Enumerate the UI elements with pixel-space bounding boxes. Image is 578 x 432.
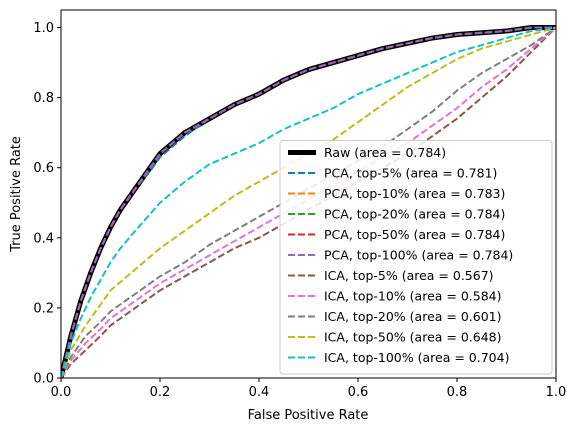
legend-label: PCA, top-20% (area = 0.784) <box>324 207 505 222</box>
series-line-8 <box>61 26 556 378</box>
x-tick-label: 1.0 <box>546 385 567 400</box>
x-tick-label: 0.4 <box>249 385 270 400</box>
y-tick-label: 0.8 <box>33 91 54 106</box>
legend-label: ICA, top-20% (area = 0.601) <box>324 309 502 324</box>
x-tick-label: 0.6 <box>348 385 369 400</box>
x-tick-label: 0.8 <box>447 385 468 400</box>
y-axis-label: True Positive Rate <box>9 136 24 253</box>
y-tick-label: 0.4 <box>33 231 54 246</box>
axes-frame <box>60 9 557 379</box>
y-axis: 0.0 0.2 0.4 0.6 0.8 1.0 <box>33 21 61 387</box>
x-tick-label: 0.0 <box>51 385 72 400</box>
y-tick-label: 0.6 <box>33 161 54 176</box>
legend-label: Raw (area = 0.784) <box>324 145 446 160</box>
legend-label: ICA, top-10% (area = 0.584) <box>324 289 502 304</box>
legend-box <box>279 140 553 375</box>
legend-label: PCA, top-50% (area = 0.784) <box>324 227 505 242</box>
legend: Raw (area = 0.784) PCA, top-5% (area = 0.… <box>279 140 553 375</box>
legend-label: PCA, top-100% (area = 0.784) <box>324 248 513 263</box>
legend-label: ICA, top-5% (area = 0.567) <box>324 268 494 283</box>
series-line-10 <box>61 26 556 378</box>
legend-label: ICA, top-100% (area = 0.704) <box>324 350 509 365</box>
legend-label: ICA, top-50% (area = 0.648) <box>324 330 502 345</box>
legend-label: PCA, top-10% (area = 0.783) <box>324 186 505 201</box>
y-tick-label: 1.0 <box>33 21 54 36</box>
series-line-5 <box>61 26 556 378</box>
x-axis: 0.0 0.2 0.4 0.6 0.8 1.0 <box>51 378 567 400</box>
legend-label: PCA, top-5% (area = 0.781) <box>324 166 497 181</box>
y-tick-label: 0.2 <box>33 301 54 316</box>
x-axis-label: False Positive Rate <box>248 408 369 423</box>
y-tick-label: 0.0 <box>33 372 54 387</box>
x-tick-label: 0.2 <box>150 385 171 400</box>
